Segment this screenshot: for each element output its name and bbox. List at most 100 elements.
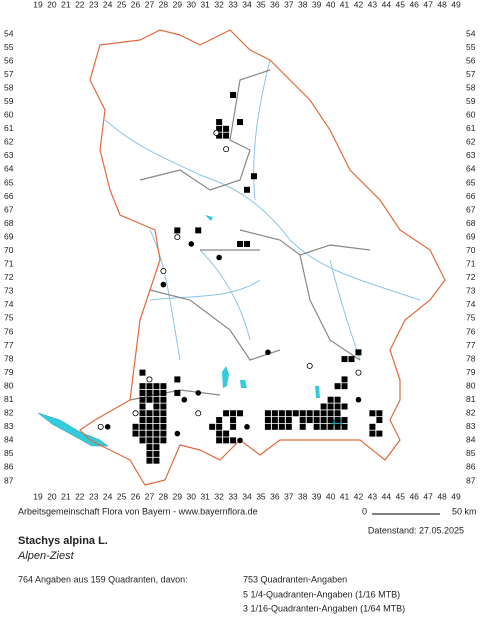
column-label: 45 bbox=[396, 0, 406, 9]
row-label: 75 bbox=[466, 313, 476, 323]
row-label: 71 bbox=[466, 259, 476, 269]
record-square bbox=[209, 423, 216, 430]
row-label: 57 bbox=[466, 69, 476, 79]
column-label: 38 bbox=[298, 491, 308, 501]
row-label: 70 bbox=[466, 245, 476, 255]
record-circle bbox=[223, 146, 230, 153]
record-dot bbox=[244, 424, 250, 430]
row-label: 78 bbox=[466, 353, 476, 363]
column-label: 32 bbox=[214, 491, 224, 501]
row-label: 63 bbox=[466, 150, 476, 160]
column-label: 46 bbox=[409, 491, 419, 501]
breakdown: 5 1/4-Quadranten-Angaben (1/16 MTB) bbox=[243, 589, 400, 599]
record-square bbox=[153, 437, 160, 444]
record-circle bbox=[160, 268, 167, 275]
row-label: 67 bbox=[4, 204, 14, 214]
lake bbox=[205, 215, 343, 426]
record-square bbox=[146, 450, 153, 457]
row-label: 73 bbox=[4, 286, 14, 296]
record-square bbox=[244, 240, 250, 247]
column-label: 19 bbox=[33, 491, 43, 501]
record-circle bbox=[174, 234, 181, 241]
column-label: 46 bbox=[409, 0, 419, 9]
column-label: 38 bbox=[298, 0, 308, 9]
column-label: 44 bbox=[382, 491, 392, 501]
record-square bbox=[320, 417, 327, 424]
row-label: 57 bbox=[4, 69, 14, 79]
row-label: 84 bbox=[4, 435, 14, 445]
record-dot bbox=[195, 390, 202, 396]
column-label: 31 bbox=[200, 491, 210, 501]
record-square bbox=[139, 369, 146, 376]
record-square bbox=[341, 376, 348, 383]
column-label: 34 bbox=[242, 0, 252, 9]
row-label: 60 bbox=[4, 110, 14, 120]
record-square bbox=[264, 417, 271, 424]
common-name: Alpen-Ziest bbox=[17, 550, 75, 562]
column-label: 24 bbox=[103, 491, 113, 501]
record-square bbox=[306, 410, 313, 417]
record-circle bbox=[97, 423, 104, 430]
record-square bbox=[334, 383, 341, 390]
column-label: 32 bbox=[214, 0, 224, 9]
record-square bbox=[237, 240, 244, 247]
record-circle bbox=[132, 410, 139, 417]
row-label: 77 bbox=[466, 340, 476, 350]
record-square bbox=[153, 423, 160, 430]
record-square bbox=[341, 423, 348, 430]
record-square bbox=[223, 410, 230, 417]
record-square bbox=[216, 132, 223, 139]
row-label: 61 bbox=[466, 123, 476, 133]
record-square bbox=[369, 423, 376, 430]
record-square bbox=[216, 417, 223, 424]
record-square bbox=[230, 410, 237, 417]
scale-start: 0 bbox=[362, 506, 367, 516]
record-square bbox=[146, 430, 153, 437]
row-label: 66 bbox=[4, 191, 14, 201]
record-square bbox=[153, 383, 160, 390]
row-label: 78 bbox=[4, 353, 14, 363]
column-label: 30 bbox=[187, 491, 197, 501]
scale-end: 50 km bbox=[452, 506, 477, 516]
column-label: 43 bbox=[368, 491, 378, 501]
row-label: 65 bbox=[466, 177, 476, 187]
record-square bbox=[153, 444, 160, 451]
record-square bbox=[271, 417, 278, 424]
column-label: 48 bbox=[437, 491, 447, 501]
record-square bbox=[146, 423, 153, 430]
record-dot bbox=[181, 396, 188, 403]
record-square bbox=[223, 132, 230, 139]
record-square bbox=[160, 389, 167, 396]
record-square bbox=[327, 417, 334, 424]
record-square bbox=[327, 423, 334, 430]
row-label: 69 bbox=[466, 231, 476, 241]
row-label: 58 bbox=[466, 82, 476, 92]
record-circle bbox=[213, 129, 220, 136]
column-label: 28 bbox=[159, 0, 169, 9]
record-dot bbox=[174, 430, 181, 437]
row-label: 59 bbox=[4, 96, 14, 106]
record-dot bbox=[265, 349, 271, 356]
record-dot bbox=[188, 241, 195, 247]
column-label: 41 bbox=[340, 0, 350, 9]
record-square bbox=[230, 423, 237, 430]
record-square bbox=[146, 417, 153, 424]
column-label: 44 bbox=[382, 0, 392, 9]
row-label: 77 bbox=[4, 340, 14, 350]
record-square bbox=[230, 91, 237, 98]
record-square bbox=[153, 389, 160, 396]
record-square bbox=[271, 410, 278, 417]
column-label: 40 bbox=[326, 491, 336, 501]
column-label: 37 bbox=[284, 0, 294, 9]
column-label: 31 bbox=[200, 0, 210, 9]
record-square bbox=[334, 423, 341, 430]
row-label: 71 bbox=[4, 259, 14, 269]
row-label: 85 bbox=[4, 448, 14, 458]
credit: Arbeitsgemeinschaft Flora von Bayern - w… bbox=[18, 506, 258, 516]
row-label: 87 bbox=[4, 475, 14, 485]
record-square bbox=[216, 119, 223, 126]
record-square bbox=[139, 410, 146, 417]
record-square bbox=[278, 423, 285, 430]
row-label: 75 bbox=[4, 313, 14, 323]
row-label: 66 bbox=[466, 191, 476, 201]
